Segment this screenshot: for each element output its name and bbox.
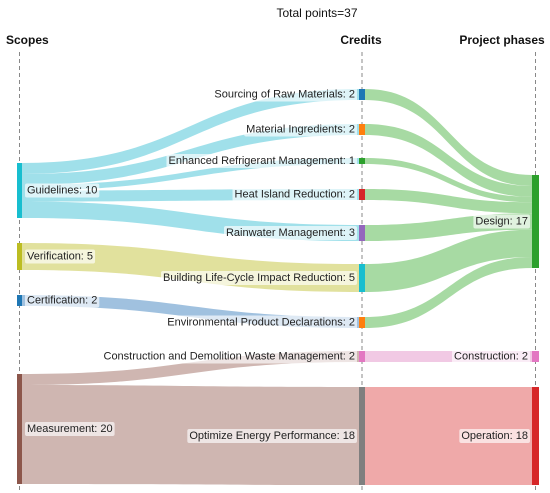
label-heatisland: Heat Island Reduction: 2 <box>232 187 357 202</box>
node-bars <box>17 89 539 485</box>
flow-sourcing-design <box>365 89 532 186</box>
svg-text:Measurement: 20: Measurement: 20 <box>27 423 113 435</box>
node-measurement <box>17 374 22 484</box>
column-header-scopes: Scopes <box>6 33 49 47</box>
svg-text:Operation: 18: Operation: 18 <box>461 430 528 442</box>
diagram-title: Total points=37 <box>276 6 357 20</box>
svg-text:Environmental Product Declarat: Environmental Product Declarations: 2 <box>167 317 355 329</box>
node-refrigerant <box>359 158 365 164</box>
flow-energy-operation <box>365 387 532 485</box>
flow-lifecycle-design <box>365 229 532 292</box>
flow-refrigerant-design <box>365 158 532 203</box>
svg-text:Rainwater Management: 3: Rainwater Management: 3 <box>226 227 355 239</box>
svg-text:Guidelines: 10: Guidelines: 10 <box>27 185 97 197</box>
svg-text:Heat Island Reduction: 2: Heat Island Reduction: 2 <box>235 189 355 201</box>
flow-ingredients-design <box>365 124 532 197</box>
node-epd <box>359 317 365 328</box>
label-design: Design: 17 <box>473 214 530 229</box>
label-sourcing: Sourcing of Raw Materials: 2 <box>212 87 357 102</box>
node-verification <box>17 243 22 270</box>
node-energy <box>359 387 365 485</box>
label-certification: Certification: 2 <box>25 293 100 308</box>
node-labels: Guidelines: 10 Verification: 5 Certificati… <box>25 87 530 443</box>
svg-text:Material Ingredients: 2: Material Ingredients: 2 <box>246 124 355 136</box>
svg-text:Verification: 5: Verification: 5 <box>27 251 93 263</box>
svg-text:Construction: 2: Construction: 2 <box>454 351 528 363</box>
node-operation <box>532 387 539 485</box>
svg-text:Enhanced Refrigerant Managemen: Enhanced Refrigerant Management: 1 <box>168 155 355 167</box>
node-heatisland <box>359 189 365 200</box>
svg-text:Sourcing of Raw Materials: 2: Sourcing of Raw Materials: 2 <box>214 89 355 101</box>
label-guidelines: Guidelines: 10 <box>25 183 100 198</box>
column-header-phases: Project phases <box>459 33 545 47</box>
svg-text:Optimize Energy Performance: 1: Optimize Energy Performance: 18 <box>189 430 355 442</box>
flow-epd-design <box>365 257 532 328</box>
label-energy: Optimize Energy Performance: 18 <box>187 429 357 443</box>
svg-text:Design: 17: Design: 17 <box>475 216 528 228</box>
node-certification <box>17 295 22 306</box>
label-rainwater: Rainwater Management: 3 <box>223 226 357 240</box>
column-header-credits: Credits <box>340 33 382 47</box>
node-design <box>532 175 539 268</box>
label-epd: Environmental Product Declarations: 2 <box>165 315 357 330</box>
label-measurement: Measurement: 20 <box>25 422 115 436</box>
label-ingredients: Material Ingredients: 2 <box>244 122 357 137</box>
svg-text:Construction and Demolition Wa: Construction and Demolition Waste Manage… <box>104 351 356 363</box>
node-rainwater <box>359 225 365 241</box>
label-verification: Verification: 5 <box>25 249 96 264</box>
flow-guidelines-sourcing <box>22 89 359 174</box>
svg-text:Building Life-Cycle Impact Red: Building Life-Cycle Impact Reduction: 5 <box>163 272 355 284</box>
node-construction <box>532 351 539 362</box>
flow-heatisland-design <box>365 189 532 214</box>
label-refrigerant: Enhanced Refrigerant Management: 1 <box>166 154 357 168</box>
svg-text:Certification: 2: Certification: 2 <box>27 295 97 307</box>
label-operation: Operation: 18 <box>459 429 530 443</box>
label-construction: Construction: 2 <box>452 349 530 364</box>
node-lifecycle <box>359 264 365 292</box>
node-guidelines <box>17 163 22 218</box>
label-waste: Construction and Demolition Waste Manage… <box>101 349 357 364</box>
node-waste <box>359 351 365 362</box>
node-sourcing <box>359 89 365 100</box>
label-lifecycle: Building Life-Cycle Impact Reduction: 5 <box>161 271 357 285</box>
node-ingredients <box>359 124 365 135</box>
